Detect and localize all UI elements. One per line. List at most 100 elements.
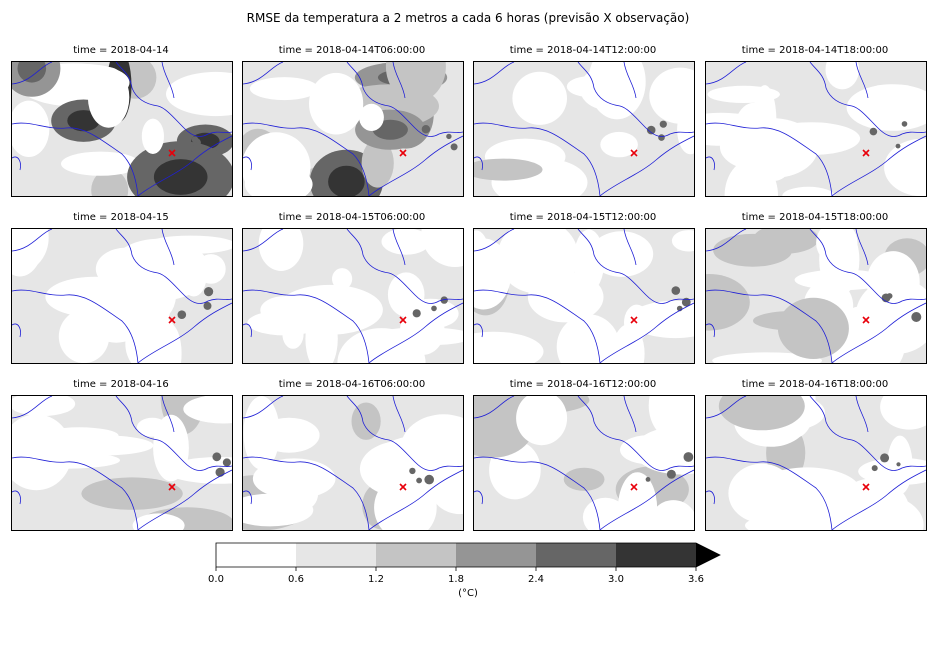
panel-title: time = 2018-04-15T12:00:00 xyxy=(509,212,657,223)
contour-blob xyxy=(782,186,835,196)
contour-spot xyxy=(421,125,431,134)
state-border xyxy=(706,289,833,363)
contour-blob xyxy=(87,67,130,128)
state-border xyxy=(831,302,926,363)
state-border xyxy=(12,229,53,252)
contour-spot xyxy=(431,305,437,312)
contour-blob xyxy=(247,310,324,336)
station-marker xyxy=(399,149,407,157)
station-marker xyxy=(168,149,176,157)
station-marker xyxy=(168,483,176,491)
contour-blob xyxy=(734,102,775,162)
contour-blob xyxy=(649,67,694,124)
panel-title: time = 2018-04-16T06:00:00 xyxy=(278,379,426,390)
contour-blob xyxy=(332,268,353,290)
contour-blob xyxy=(617,472,658,530)
state-border xyxy=(368,135,463,196)
contour-blob xyxy=(81,477,183,510)
panel-title: time = 2018-04-16T18:00:00 xyxy=(741,379,889,390)
state-border xyxy=(474,490,483,505)
contour-spot xyxy=(895,143,901,149)
contour-spot xyxy=(440,296,448,304)
contour-field xyxy=(706,396,926,530)
station-marker xyxy=(630,483,638,491)
state-border xyxy=(474,62,515,85)
contour-blob xyxy=(243,132,311,196)
station-marker xyxy=(630,316,638,324)
state-border xyxy=(392,229,406,266)
state-border xyxy=(474,289,601,363)
colorbar-tick-label: 0.0 xyxy=(208,574,224,585)
contour-blob xyxy=(713,233,793,267)
state-border xyxy=(12,396,53,419)
contour-blob xyxy=(141,118,164,154)
state-border xyxy=(12,289,139,363)
panel-title: time = 2018-04-16T12:00:00 xyxy=(509,379,657,390)
contour-blob xyxy=(132,513,185,530)
contour-blob-core xyxy=(67,110,100,132)
panel-title: time = 2018-04-14T12:00:00 xyxy=(509,45,657,56)
contour-blob xyxy=(258,229,304,271)
contour-blob xyxy=(421,229,463,267)
map-panel xyxy=(705,228,927,364)
contour-blob xyxy=(252,458,336,499)
contour-blob xyxy=(474,230,491,291)
contour-blob xyxy=(777,297,849,359)
map-panel xyxy=(11,61,233,197)
contour-spot xyxy=(450,143,458,151)
state-border xyxy=(12,490,21,505)
contour-spot xyxy=(412,309,421,318)
state-border xyxy=(161,62,175,99)
contour-blob xyxy=(243,493,314,527)
station-marker xyxy=(399,483,407,491)
colorbar-tick-label: 3.6 xyxy=(688,574,704,585)
contour-blob xyxy=(546,170,579,196)
state-border xyxy=(706,490,715,505)
station-marker xyxy=(862,316,870,324)
map-panel xyxy=(473,61,695,197)
state-border xyxy=(243,122,370,196)
colorbar-tick-label: 0.6 xyxy=(288,574,304,585)
state-border xyxy=(12,156,21,171)
state-border xyxy=(577,229,694,304)
state-border xyxy=(392,396,406,433)
state-border xyxy=(474,323,483,338)
contour-blob xyxy=(12,100,50,157)
state-border xyxy=(623,229,637,266)
state-border xyxy=(368,302,463,363)
contour-spot xyxy=(203,301,212,310)
contour-blob xyxy=(671,230,694,252)
contour-blob xyxy=(846,84,926,131)
state-border xyxy=(346,229,463,304)
colorbar-segment xyxy=(456,543,536,567)
colorbar-tick-label: 2.4 xyxy=(528,574,544,585)
state-border xyxy=(474,396,515,419)
state-border xyxy=(243,456,370,530)
contour-blob xyxy=(91,169,129,196)
contour-blob xyxy=(649,500,694,530)
colorbar-segment xyxy=(536,543,616,567)
contour-blob xyxy=(361,138,394,188)
colorbar: 0.0 0.6 1.2 1.8 2.4 3.0 3.6 xyxy=(208,542,721,585)
contour-blob xyxy=(590,231,654,277)
contour-spot xyxy=(671,286,681,295)
state-border xyxy=(706,229,747,252)
contour-blob xyxy=(556,314,620,363)
state-border xyxy=(115,396,232,471)
contour-spot xyxy=(204,287,214,297)
contour-spot xyxy=(659,120,667,128)
contour-field xyxy=(12,62,232,196)
state-border xyxy=(855,62,869,99)
colorbar-segment xyxy=(376,543,456,567)
contour-spot xyxy=(911,312,922,322)
contour-field xyxy=(243,62,463,196)
contour-blob xyxy=(158,324,182,363)
colorbar-tick-label: 1.8 xyxy=(448,574,464,585)
state-border xyxy=(706,62,747,85)
map-panel xyxy=(242,61,464,197)
contour-spot xyxy=(880,453,890,463)
contour-spot xyxy=(191,136,199,143)
contour-blob xyxy=(375,435,463,484)
contour-blob xyxy=(385,62,446,103)
state-border xyxy=(623,396,637,433)
